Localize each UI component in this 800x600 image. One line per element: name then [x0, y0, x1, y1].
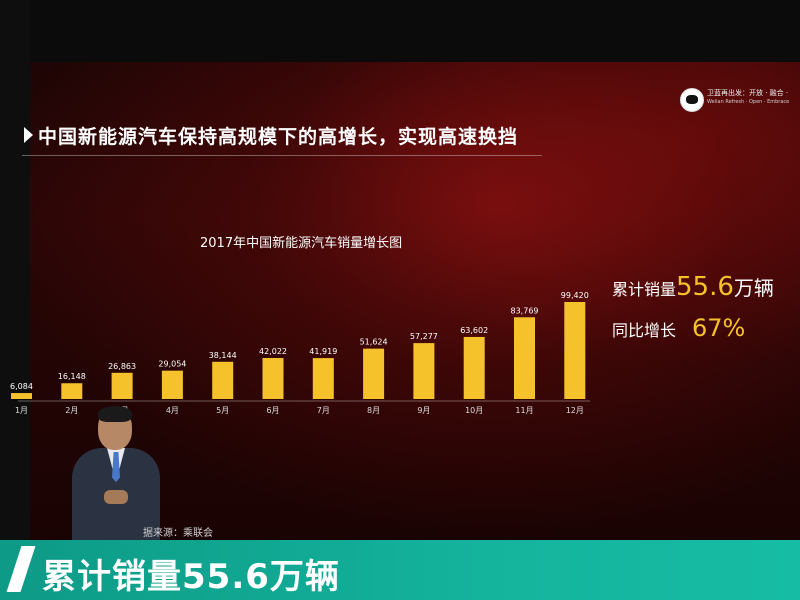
chart-title: 2017年中国新能源汽车销量增长图 — [200, 236, 403, 251]
bar-value-label: 26,863 — [108, 362, 136, 371]
bar-value-label: 51,624 — [360, 338, 388, 347]
x-tick-label: 5月 — [216, 406, 229, 415]
presenter-figure — [66, 406, 176, 540]
event-logo: 卫蓝再出发：开放 · 融合 · Weilan Refresh · Open · … — [680, 88, 798, 112]
caption-bar — [0, 540, 800, 600]
total-sales-value: 55.6 — [676, 272, 734, 302]
bar-value-label: 16,148 — [58, 372, 86, 381]
presentation-screen: 中国新能源汽车保持高规模下的高增长，实现高速换挡 卫蓝再出发：开放 · 融合 ·… — [0, 0, 800, 540]
title-arrow-icon — [24, 127, 33, 143]
bar-11月 — [514, 317, 535, 399]
data-source-note: 据来源：乘联会 — [143, 528, 213, 539]
x-tick-label: 7月 — [317, 406, 330, 415]
bar-3月 — [111, 372, 133, 399]
total-sales-label: 累计销量 — [612, 280, 677, 299]
bar-value-label: 99,420 — [561, 291, 589, 300]
bar-value-label: 6,084 — [10, 382, 33, 391]
x-tick-label: 4月 — [166, 406, 179, 415]
globe-icon — [680, 88, 704, 112]
x-tick-label: 8月 — [367, 406, 380, 415]
bar-2月 — [61, 383, 83, 399]
x-tick-label: 11月 — [515, 406, 533, 415]
bar-value-label: 41,919 — [309, 347, 337, 356]
bar-value-label: 42,022 — [259, 347, 287, 356]
bar-4月 — [161, 370, 183, 399]
total-sales-stat: 累计销量55.6万辆 — [612, 272, 774, 302]
logo-text-en: Weilan Refresh · Open · Embrace — [707, 99, 790, 105]
x-tick-label: 10月 — [465, 406, 483, 415]
bar-7月 — [312, 358, 334, 399]
bar-value-label: 83,769 — [511, 306, 539, 315]
title-divider — [22, 155, 542, 156]
bar-value-label: 29,054 — [158, 360, 186, 369]
bar-value-label: 38,144 — [209, 351, 237, 360]
top-dark-band — [0, 0, 800, 62]
bar-6月 — [262, 358, 284, 399]
caption-text: 累计销量55.6万辆 — [42, 557, 340, 597]
bar-12月 — [564, 302, 586, 399]
x-tick-label: 2月 — [65, 406, 78, 415]
x-tick-label: 9月 — [417, 406, 430, 415]
x-tick-label: 12月 — [566, 406, 584, 415]
growth-stat: 同比增长 67% — [612, 314, 745, 342]
left-dark-band — [0, 0, 30, 540]
logo-text-cn: 卫蓝再出发：开放 · 融合 · — [707, 89, 789, 97]
bar-5月 — [212, 361, 234, 399]
x-tick-label: 1月 — [15, 406, 28, 415]
bar-value-label: 63,602 — [460, 326, 488, 335]
bar-8月 — [363, 348, 385, 399]
bar-9月 — [413, 343, 435, 399]
growth-label: 同比增长 — [612, 321, 677, 340]
bar-value-label: 57,277 — [410, 332, 438, 341]
bar-10月 — [463, 336, 485, 399]
x-tick-label: 6月 — [266, 406, 279, 415]
total-sales-unit: 万辆 — [733, 276, 774, 300]
growth-value: 67% — [692, 314, 746, 342]
slide-title: 中国新能源汽车保持高规模下的高增长，实现高速换挡 — [38, 126, 519, 148]
bar-1月 — [11, 393, 32, 399]
